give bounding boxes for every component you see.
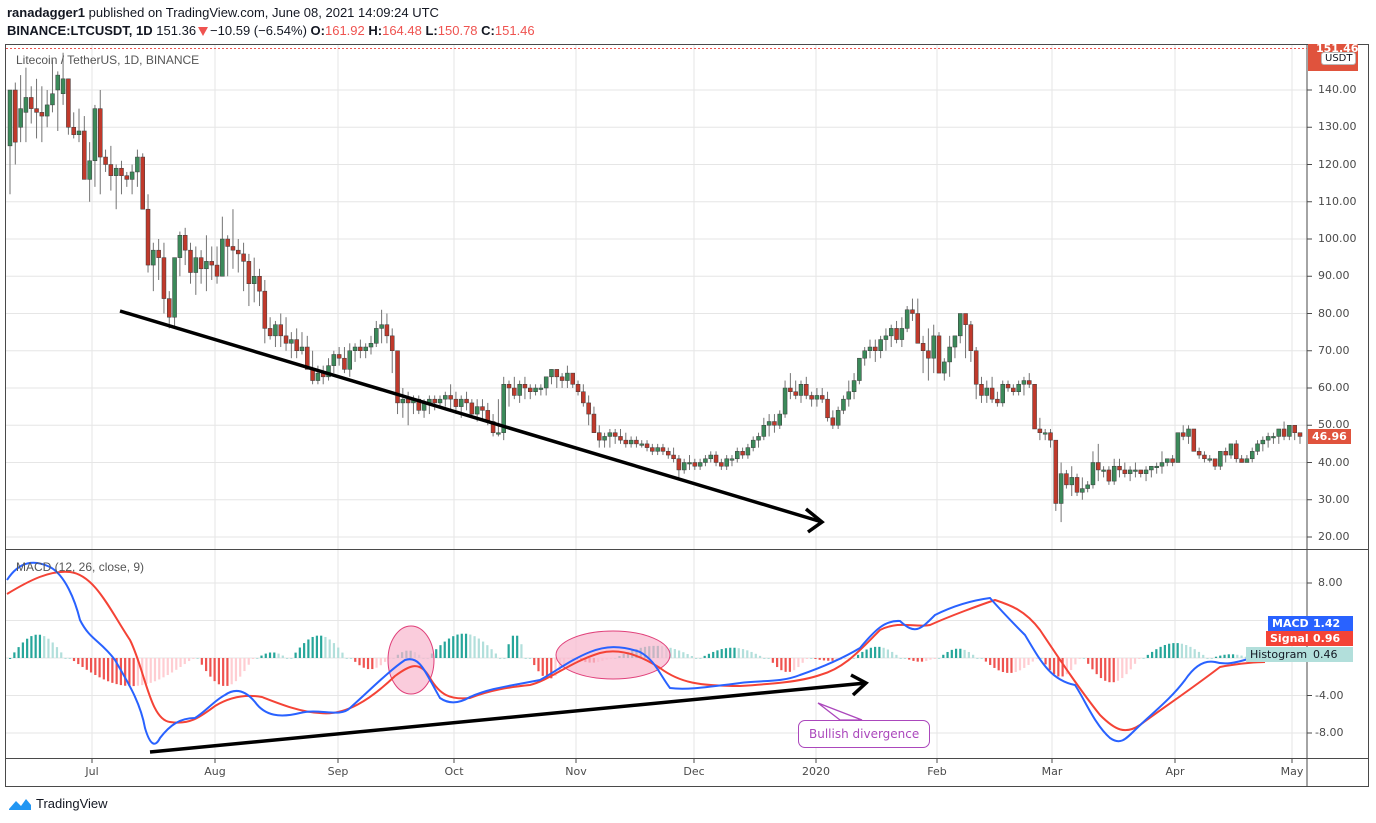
publish-info: ranadagger1 published on TradingView.com…	[7, 5, 439, 20]
time-axis-label: Apr	[1165, 765, 1185, 778]
price-axis-label: 140.00	[1318, 83, 1357, 96]
macd-legend: MACD (12, 26, close, 9)	[16, 560, 145, 574]
callout-pointer	[817, 702, 863, 721]
symbol-name: BINANCE:LTCUSDT, 1D	[7, 23, 153, 38]
candlestick-series	[7, 52, 1303, 523]
last-price: 151.36	[156, 23, 197, 38]
currency-badge[interactable]: USDT	[1321, 52, 1357, 65]
price-axis-label: 30.00	[1318, 492, 1350, 506]
time-axis-label: Oct	[444, 765, 464, 778]
macd-trendline-arrowhead	[850, 673, 869, 697]
macd-axis-label: -8.00	[1315, 726, 1344, 739]
top-price-value: 151.46	[1316, 42, 1359, 55]
chart-frame	[5, 44, 1369, 787]
low-label: L:	[425, 23, 438, 38]
macd-axis-label: 8.00	[1318, 576, 1343, 589]
highlight-ellipse-nov	[555, 630, 671, 680]
price-axis-label: 110.00	[1318, 194, 1357, 208]
descending-trendline[interactable]	[119, 309, 823, 524]
published-text: published on TradingView.com, June 08, 2…	[88, 5, 439, 20]
time-axis-label: Nov	[565, 765, 587, 778]
macd-line	[6, 561, 1249, 745]
time-axis-label: 2020	[802, 765, 830, 778]
price-axis-label: 80.00	[1318, 306, 1350, 320]
price-axis-label: 50.00	[1318, 418, 1350, 432]
top-price-tag: 151.46 USDT	[1308, 42, 1359, 71]
brand-name: TradingView	[36, 796, 108, 811]
price-axis-label: 90.00	[1318, 269, 1350, 283]
time-axis-label: Aug	[204, 765, 226, 778]
author-name: ranadagger1	[7, 5, 86, 20]
time-axis-label: Dec	[683, 765, 705, 778]
price-axis-label: 70.00	[1318, 343, 1350, 357]
macd-tag-label: MACD	[1268, 616, 1311, 631]
signal-tag-label: Signal	[1266, 631, 1311, 646]
time-axis-label: May	[1280, 765, 1304, 778]
bullish-divergence-callout[interactable]: Bullish divergence	[798, 720, 931, 748]
price-axis-label: 40.00	[1318, 455, 1350, 469]
high-value: 164.48	[382, 23, 422, 38]
price-axis-label: 20.00	[1318, 530, 1350, 543]
current-price-tag: 46.96	[1308, 429, 1351, 444]
down-arrow-icon	[198, 27, 209, 37]
price-legend: Litecoin / TetherUS, 1D, BINANCE	[16, 53, 200, 67]
symbol-info-bar: BINANCE:LTCUSDT, 1D 151.36 −10.59 (−6.54%…	[7, 23, 535, 38]
price-axis-label: 100.00	[1318, 232, 1357, 245]
tradingview-brand[interactable]: TradingView	[8, 796, 108, 811]
histogram-tag-label: Histogram	[1246, 647, 1311, 662]
price-axis-label: 120.00	[1318, 157, 1357, 171]
price-axis-label: 60.00	[1318, 381, 1350, 394]
rising-macd-trendline[interactable]	[149, 681, 867, 754]
price-axis-label: 130.00	[1318, 120, 1357, 134]
tradingview-logo-icon	[9, 798, 31, 810]
close-value: 151.46	[494, 23, 535, 38]
macd-axis-label: -4.00	[1315, 688, 1344, 702]
grid-lines	[6, 45, 1307, 758]
time-axis-label: Mar	[1041, 765, 1063, 778]
macd-tag-value: 1.42	[1309, 616, 1353, 631]
signal-line	[6, 570, 1266, 732]
low-value: 150.78	[437, 23, 478, 38]
time-axis-label: Feb	[927, 765, 947, 778]
close-label: C:	[481, 23, 495, 38]
high-label: H:	[368, 23, 383, 38]
time-axis-label: Jul	[85, 765, 99, 778]
open-value: 161.92	[324, 23, 365, 38]
signal-tag-value: 0.96	[1309, 631, 1353, 646]
time-axis-label: Sep	[327, 765, 349, 778]
price-change: −10.59 (−6.54%)	[210, 23, 307, 38]
histogram-tag-value: 0.46	[1309, 647, 1353, 662]
trendline-arrowhead	[804, 507, 825, 534]
axis-ticks	[91, 89, 1312, 763]
open-label: O:	[310, 23, 325, 38]
